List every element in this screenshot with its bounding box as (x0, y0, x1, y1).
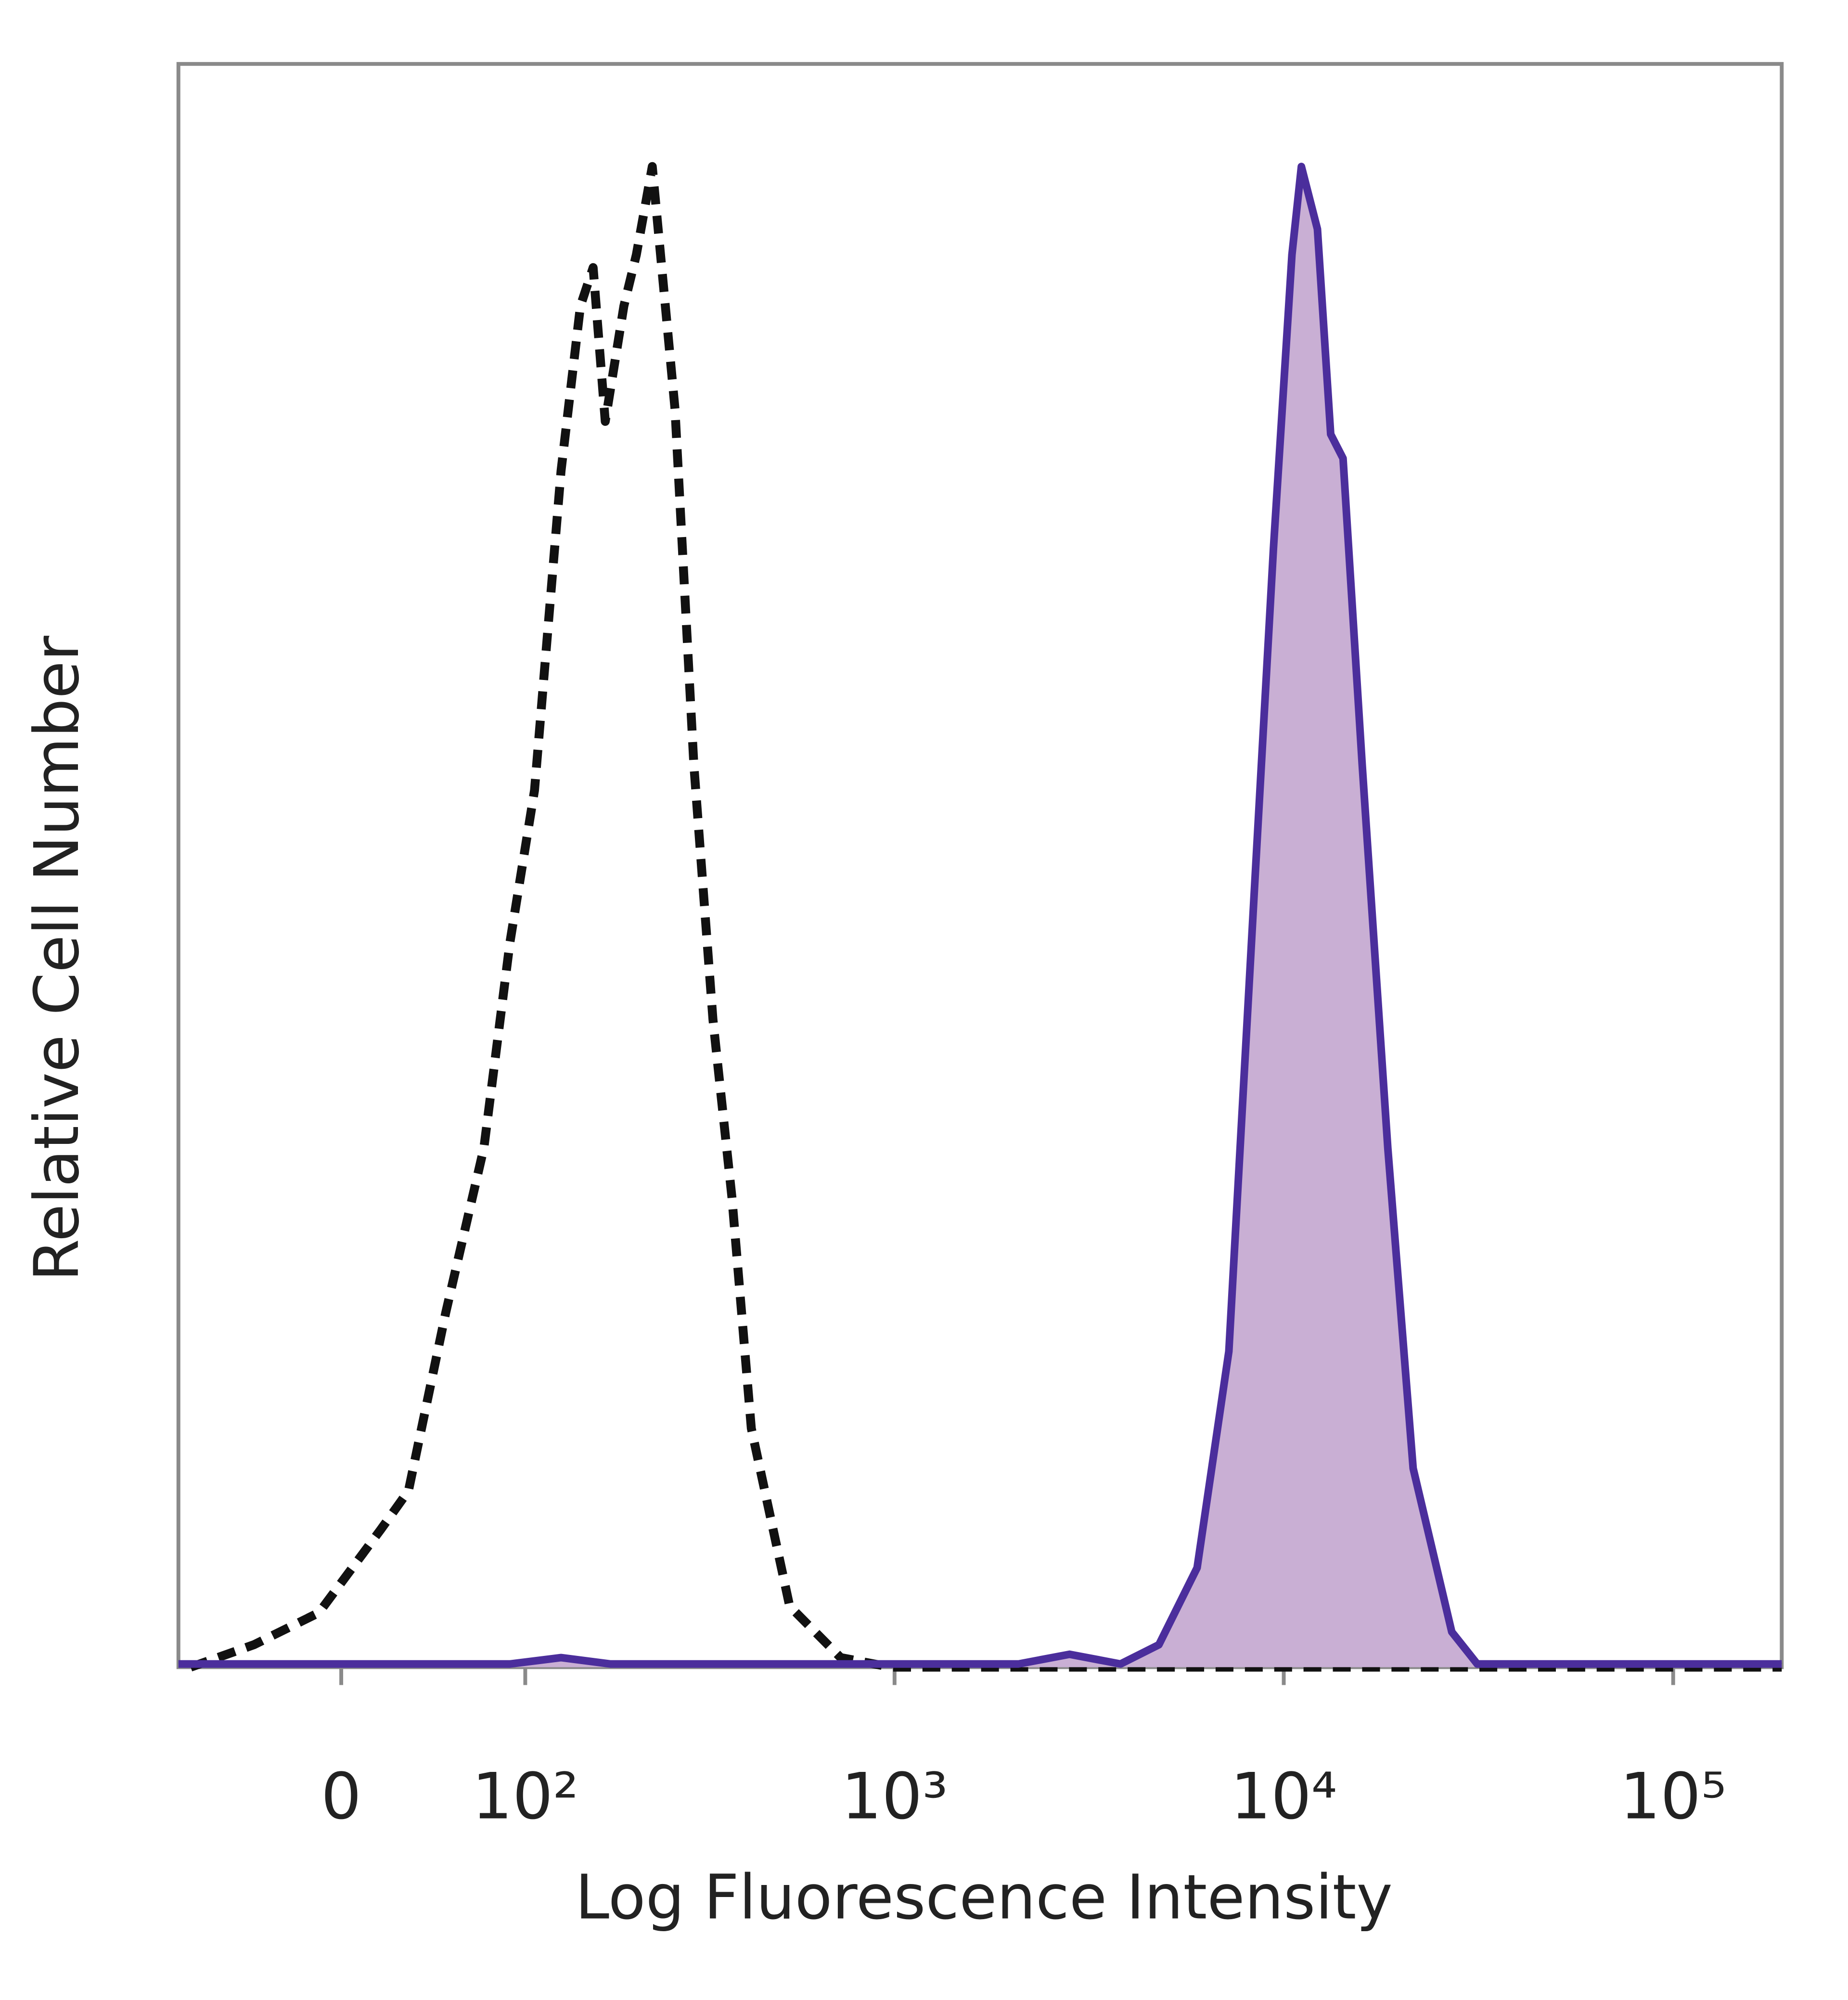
line (178, 163, 1782, 1668)
x-tick-label: 0 (321, 1760, 361, 1834)
x-tick-label: 10⁴ (1231, 1760, 1337, 1834)
x-tick-label: 10² (472, 1760, 579, 1834)
x-tick-label: 10³ (841, 1760, 948, 1834)
area (178, 167, 1782, 1667)
x-axis-label: Log Fluorescence Intensity (575, 1861, 1392, 1933)
y-axis-label: Relative Cell Number (21, 635, 92, 1281)
line (189, 162, 1782, 1672)
x-tick-label: 10⁵ (1620, 1760, 1727, 1834)
